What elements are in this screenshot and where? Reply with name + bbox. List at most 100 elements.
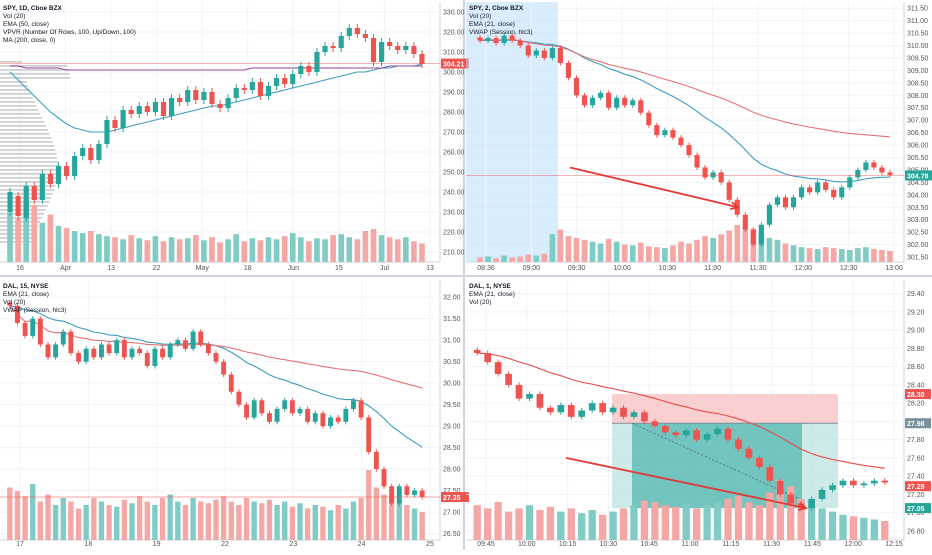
volume-bar [182, 505, 189, 540]
candle-body [225, 98, 231, 108]
candle-body [265, 86, 272, 96]
volume-bar [152, 236, 159, 262]
volume-bar [693, 508, 701, 540]
volume-bar [209, 237, 215, 262]
candle-body [91, 348, 97, 358]
y-tick-label: 31.50 [443, 316, 461, 323]
price-tag-label: 27.98 [907, 421, 925, 428]
candle-body [839, 187, 845, 198]
y-tick-label: 305.50 [907, 155, 929, 162]
volume-bar [766, 237, 773, 262]
x-tick-label: 11:30 [750, 265, 767, 272]
volume-bar [718, 234, 724, 262]
volume-bar [282, 501, 288, 540]
candle-body [68, 331, 74, 354]
vpvr-bar [0, 97, 33, 99]
volume-bar [176, 239, 183, 262]
indicator-label: VWAP (Session, hlc3) [3, 307, 67, 314]
volume-bar [654, 247, 660, 262]
candle-body [509, 35, 515, 41]
volume-bar [517, 256, 524, 262]
candle-body [7, 302, 13, 306]
volume-bar [144, 240, 151, 262]
last-price-tag [441, 492, 469, 503]
candle-body [818, 489, 826, 499]
candle-body [411, 46, 417, 54]
x-tick-label: 22 [221, 541, 229, 548]
x-tick-label: 09:45 [477, 541, 495, 548]
volume-bar [354, 239, 361, 262]
y-tick-label: 27.80 [907, 437, 925, 444]
candle-body [112, 120, 118, 128]
vpvr-bar [0, 69, 69, 71]
y-tick-label: 300.00 [443, 70, 465, 77]
y-tick-label: 280.00 [443, 110, 465, 117]
vpvr-bar [0, 105, 37, 107]
y-tick-label: 28.80 [907, 346, 925, 353]
volume-bar [828, 511, 837, 540]
volume-bar [404, 505, 410, 540]
candle-body [581, 95, 588, 106]
candle-body [714, 428, 721, 435]
candle-body [694, 155, 700, 168]
candle-body [599, 403, 606, 413]
y-tick-label: 27.50 [443, 488, 461, 495]
candle-body [53, 344, 59, 358]
candle-body [678, 137, 684, 146]
last-price-tag [905, 170, 932, 181]
volume-bar [567, 508, 575, 540]
candle-body [80, 148, 86, 156]
candle-body [205, 344, 211, 354]
candle-body [233, 88, 239, 98]
volume-bar [411, 241, 417, 262]
candle-body [209, 92, 215, 104]
volume-bar [807, 505, 816, 540]
candle-body [257, 82, 264, 96]
y-tick-label: 240.00 [443, 190, 465, 197]
volume-bar [205, 503, 212, 540]
candle-body [228, 374, 234, 392]
volume-bar [774, 239, 781, 262]
price-tag [905, 418, 931, 429]
candle-body [236, 391, 242, 405]
volume-bar [557, 511, 565, 540]
volume-bar [373, 487, 380, 540]
candle-body [251, 400, 257, 418]
candle-body [298, 66, 304, 74]
y-tick-label: 310.50 [907, 31, 929, 38]
candle-body [651, 421, 659, 426]
volume-bar [879, 249, 885, 262]
volume-bar [702, 236, 708, 262]
candle-body [646, 112, 652, 126]
y-tick-label: 250.00 [443, 170, 465, 177]
candle-body [703, 434, 711, 440]
volume-bar [249, 238, 256, 262]
candle-body [742, 214, 748, 230]
volume-bar [346, 237, 353, 262]
candle-body [120, 110, 126, 128]
volume-bar [672, 506, 680, 540]
volume-bar [661, 505, 669, 540]
x-tick-label: 19 [153, 541, 161, 548]
volume-bar [120, 239, 126, 262]
vpvr-bar [0, 177, 58, 179]
volume-bar [31, 205, 38, 262]
x-tick-label: 13:00 [885, 265, 903, 272]
trend-arrow [565, 457, 807, 509]
candle-body [175, 340, 181, 345]
vpvr-bar [0, 133, 50, 135]
volume-bar [14, 491, 21, 540]
volume-bar [22, 496, 28, 540]
volume-bar [91, 498, 97, 540]
x-tick-label: 11:15 [722, 541, 739, 548]
candle-body [622, 97, 628, 106]
volume-bar [225, 239, 231, 262]
candle-body [567, 404, 575, 417]
volume-bar [546, 506, 555, 540]
x-tick-label: 10:30 [600, 541, 618, 548]
indicator-label: Vol (20) [469, 13, 491, 20]
volume-bar [694, 239, 700, 262]
volume-bar [713, 502, 722, 540]
candle-body [797, 503, 805, 509]
candle-body [185, 90, 191, 102]
